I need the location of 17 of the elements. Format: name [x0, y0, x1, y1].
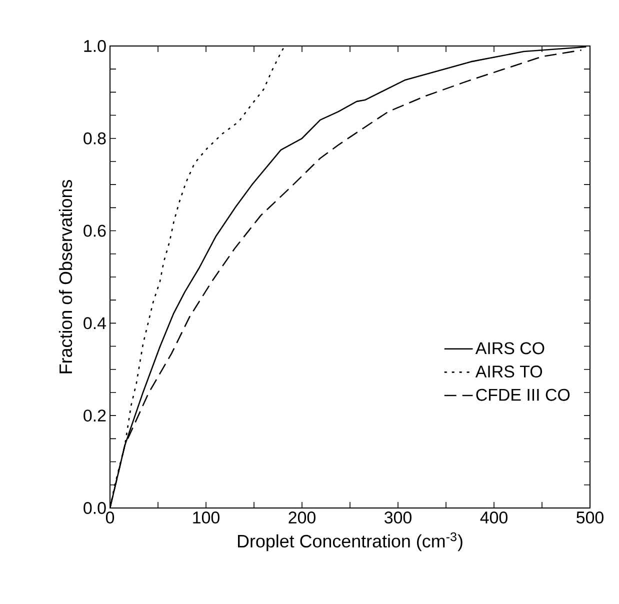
x-axis-title: Droplet Concentration (cm$^{-3}$): [238, 532, 462, 552]
y-tick-label: 0.4: [84, 317, 106, 330]
x-tick-label: 200: [288, 512, 316, 524]
y-tick-label: 0.2: [84, 410, 106, 422]
y-tick-label: 0.6: [84, 224, 106, 237]
y-axis-title: Fraction of Observations: [58, 180, 72, 374]
x-tick-label: 300: [384, 512, 412, 524]
x-tick-label: 0: [106, 512, 114, 524]
legend-label: AIRS CO: [475, 342, 544, 354]
x-tick-label: 100: [193, 512, 220, 524]
x-tick-label: 500: [576, 512, 604, 524]
x-tick-label: 400: [480, 512, 508, 524]
legend-label: AIRS TO: [475, 366, 542, 378]
y-tick-label: 0.0: [84, 502, 106, 514]
legend-label: CFDE III CO: [476, 388, 570, 401]
y-tick-label: 0.8: [84, 132, 106, 144]
y-tick-label: 1.0: [84, 40, 106, 52]
